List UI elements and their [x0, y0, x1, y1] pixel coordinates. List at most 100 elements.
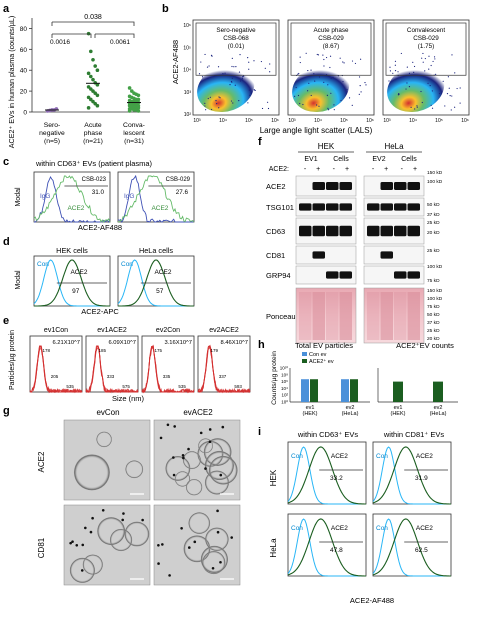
gold-particle: [80, 569, 84, 572]
gold-particle: [75, 543, 79, 547]
event-dot: [209, 96, 211, 98]
con-curve: [287, 518, 366, 577]
event-dot: [333, 104, 335, 106]
event-dot: [430, 64, 432, 67]
gold-particle: [121, 518, 125, 522]
panel-label-e: e: [3, 315, 9, 327]
event-dot: [346, 89, 348, 91]
plot-title: HeLa cells: [139, 246, 173, 255]
event-dot: [410, 106, 412, 108]
ace2-curve: [287, 518, 366, 577]
gold-particle: [216, 530, 220, 534]
event-dot: [207, 77, 209, 80]
plot-frame: [117, 171, 195, 223]
data-point: [136, 97, 141, 102]
x-tick-label: 10³: [383, 118, 391, 124]
event-dot: [295, 86, 297, 89]
ace2-label: ACE2: [331, 525, 348, 532]
event-dot: [398, 93, 400, 95]
panel-label-b: b: [162, 3, 169, 15]
ace2-sign: +: [345, 166, 349, 173]
group-label: HeLa: [384, 142, 404, 151]
band: [339, 203, 352, 211]
peak-label-1: 175: [154, 348, 162, 353]
bar: [341, 379, 349, 402]
event-dot: [330, 77, 332, 80]
data-point: [127, 86, 132, 90]
band: [407, 271, 420, 279]
panel-label-a: a: [3, 3, 10, 15]
event-dot: [424, 70, 426, 72]
event-dot: [224, 72, 226, 74]
gate-label-2: CSB-068: [223, 35, 249, 42]
gold-particle: [221, 425, 225, 429]
bar: [301, 379, 309, 402]
event-dot: [323, 65, 325, 67]
event-dot: [332, 76, 334, 78]
gold-particle: [180, 526, 183, 530]
event-dot: [204, 102, 206, 104]
event-dot: [299, 102, 301, 105]
vesicle: [185, 479, 203, 496]
em-image-2: [153, 419, 241, 501]
group-label-1: Sero-: [44, 122, 61, 129]
event-dot: [431, 107, 434, 109]
data-point: [127, 109, 132, 113]
panel-e: e Particles/µg protein Size (nm) ev1Con 6…: [3, 315, 251, 403]
event-dot: [428, 68, 430, 70]
panel-label-i: i: [258, 426, 261, 438]
legend: Con evACE2⁺ ev: [302, 352, 334, 365]
event-dot: [217, 66, 220, 68]
gate-label-2: CSB-029: [318, 35, 344, 42]
y-tick-label: 10⁵: [183, 45, 191, 51]
event-dot: [235, 66, 237, 68]
event-dot: [215, 99, 217, 102]
vesicle: [188, 512, 211, 534]
bracket-left: [51, 33, 92, 38]
con-label: Con: [291, 453, 303, 460]
data-point: [95, 93, 100, 98]
panel-b-x-axis-label: Large angle light scatter (LALS): [260, 126, 373, 135]
con-curve: [33, 259, 110, 307]
event-dot: [253, 60, 255, 62]
event-dot: [318, 76, 321, 78]
event-dot: [351, 104, 353, 106]
event-dot: [400, 52, 402, 55]
vesicle: [182, 451, 201, 470]
gate: [290, 22, 372, 76]
ace2-curve: [372, 518, 451, 577]
event-dot: [230, 80, 233, 83]
event-dot: [210, 54, 213, 56]
pvalue-left: 0.0016: [50, 39, 70, 46]
ace2-sign: +: [316, 166, 320, 173]
ace2-sign: -: [304, 166, 307, 173]
band: [380, 182, 393, 190]
event-dot: [432, 60, 434, 63]
size-curve: [29, 345, 83, 394]
plot-frame: [117, 255, 195, 307]
panel-g-row-2: CD81: [37, 537, 46, 558]
event-dot: [358, 93, 360, 95]
data-point: [93, 64, 97, 68]
event-dot: [313, 73, 315, 75]
event-dot: [310, 69, 312, 71]
igg-curve: [34, 176, 111, 223]
event-dot: [416, 106, 418, 108]
y-tick-label: 40: [20, 68, 28, 75]
event-dot: [241, 79, 244, 81]
event-dot: [266, 101, 269, 103]
concentration: 8.46X10^7: [220, 340, 248, 346]
event-dot: [340, 99, 342, 102]
con-curve: [287, 446, 366, 505]
plot-frame: [29, 335, 83, 393]
row-label: TSG101: [266, 203, 294, 212]
y-tick-label: 10⁰: [281, 400, 288, 405]
event-dot: [433, 56, 436, 58]
gold-particle: [208, 428, 212, 431]
band: [326, 203, 339, 211]
ace2-label: ACE2: [67, 205, 84, 212]
panel-h-y-axis-label: Counts/µg protein: [271, 351, 278, 405]
vesicle: [73, 454, 110, 491]
event-dot: [218, 96, 220, 98]
